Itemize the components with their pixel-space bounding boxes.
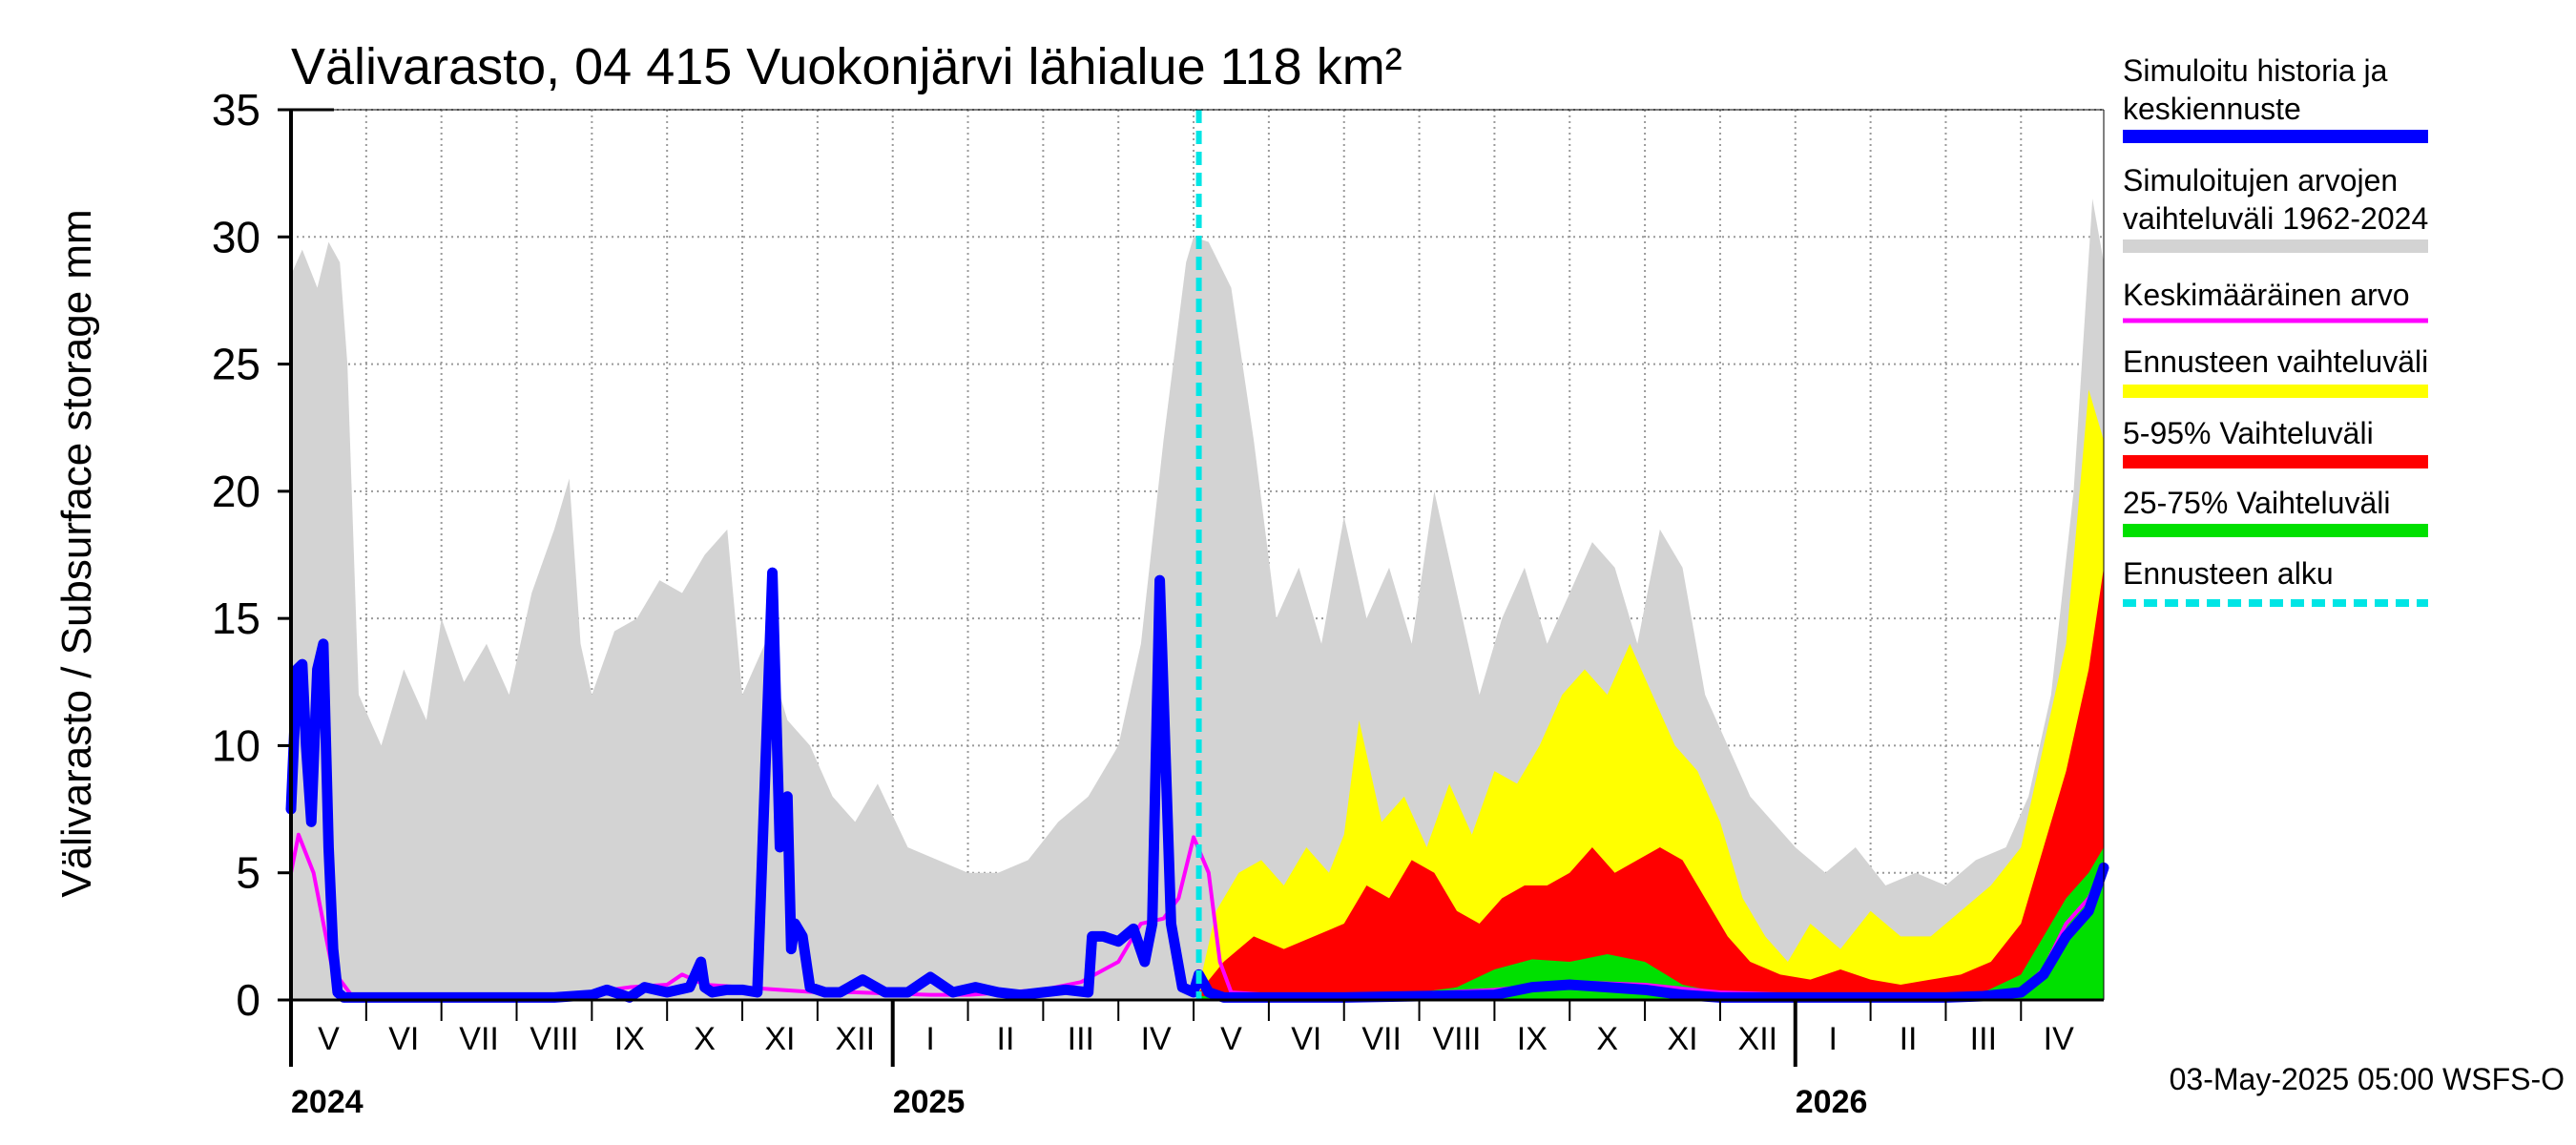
x-month-label-11: IV — [1141, 1021, 1172, 1057]
x-month-label-3: VIII — [530, 1021, 578, 1057]
x-month-label-20: I — [1828, 1021, 1837, 1057]
y-tick-label-4: 20 — [212, 467, 260, 516]
y-tick-label-7: 35 — [212, 85, 260, 135]
x-month-label-16: IX — [1517, 1021, 1548, 1057]
x-month-label-2: VII — [459, 1021, 499, 1057]
legend: Simuloitu historia ja keskiennuste Simuloi… — [2123, 53, 2428, 607]
x-month-label-9: II — [997, 1021, 1015, 1057]
series-1-area — [1198, 389, 2104, 1000]
y-tick-label-0: 0 — [236, 975, 260, 1025]
legend-label-3: Ennusteen vaihteluväli — [2123, 344, 2428, 379]
chart-title: Välivarasto, 04 415 Vuokonjärvi lähialue… — [291, 38, 1402, 95]
x-month-label-17: X — [1596, 1021, 1618, 1057]
x-month-label-12: V — [1220, 1021, 1242, 1057]
y-tick-label-1: 5 — [236, 848, 260, 898]
legend-label-4: 5-95% Vaihteluväli — [2123, 416, 2374, 450]
footer-timestamp: 03-May-2025 05:00 WSFS-O — [2170, 1062, 2565, 1096]
x-month-label-6: XI — [764, 1021, 795, 1057]
x-month-label-5: X — [694, 1021, 716, 1057]
x-month-label-23: IV — [2044, 1021, 2074, 1057]
x-month-label-0: V — [318, 1021, 340, 1057]
x-month-label-22: III — [1970, 1021, 1997, 1057]
x-month-label-4: IX — [614, 1021, 645, 1057]
y-tick-label-2: 10 — [212, 720, 260, 770]
y-tick-label-3: 15 — [212, 593, 260, 643]
y-axis-label: Välivarasto / Subsurface storage mm — [53, 209, 100, 897]
legend-label-5: 25-75% Vaihteluväli — [2123, 486, 2390, 520]
legend-label-1: Simuloitujen arvojen vaihteluväli 1962-20… — [2123, 163, 2428, 236]
x-year-label-0: 2024 — [291, 1084, 364, 1120]
x-month-label-21: II — [1900, 1021, 1918, 1057]
x-month-label-13: VI — [1291, 1021, 1321, 1057]
y-tick-label-6: 30 — [212, 212, 260, 261]
x-ticks: V VI VII VIII IX X XI XII I II III IV V VI VII VIII IX X X… — [289, 1000, 2074, 1120]
series-3-area — [1198, 847, 2104, 1000]
x-year-label-1: 2025 — [893, 1084, 966, 1120]
x-year-label-2: 2026 — [1796, 1084, 1868, 1120]
x-month-label-7: XII — [835, 1021, 875, 1057]
x-month-label-19: XII — [1738, 1021, 1778, 1057]
legend-label-6: Ennusteen alku — [2123, 556, 2334, 591]
y-tick-label-5: 25 — [212, 340, 260, 389]
series-2-area — [1198, 567, 2104, 1000]
x-month-label-15: VIII — [1432, 1021, 1481, 1057]
x-month-label-10: III — [1068, 1021, 1094, 1057]
y-ticks: 0 5 10 15 20 25 30 35 — [212, 85, 291, 1025]
series-5-line — [285, 567, 2109, 1003]
x-month-label-18: XI — [1667, 1021, 1697, 1057]
legend-label-0: Simuloitu historia ja keskiennuste — [2123, 53, 2388, 126]
x-month-label-1: VI — [388, 1021, 419, 1057]
x-month-label-14: VII — [1361, 1021, 1402, 1057]
axes — [289, 108, 2105, 1002]
x-month-label-8: I — [925, 1021, 934, 1057]
legend-label-2: Keskimääräinen arvo — [2123, 278, 2410, 312]
